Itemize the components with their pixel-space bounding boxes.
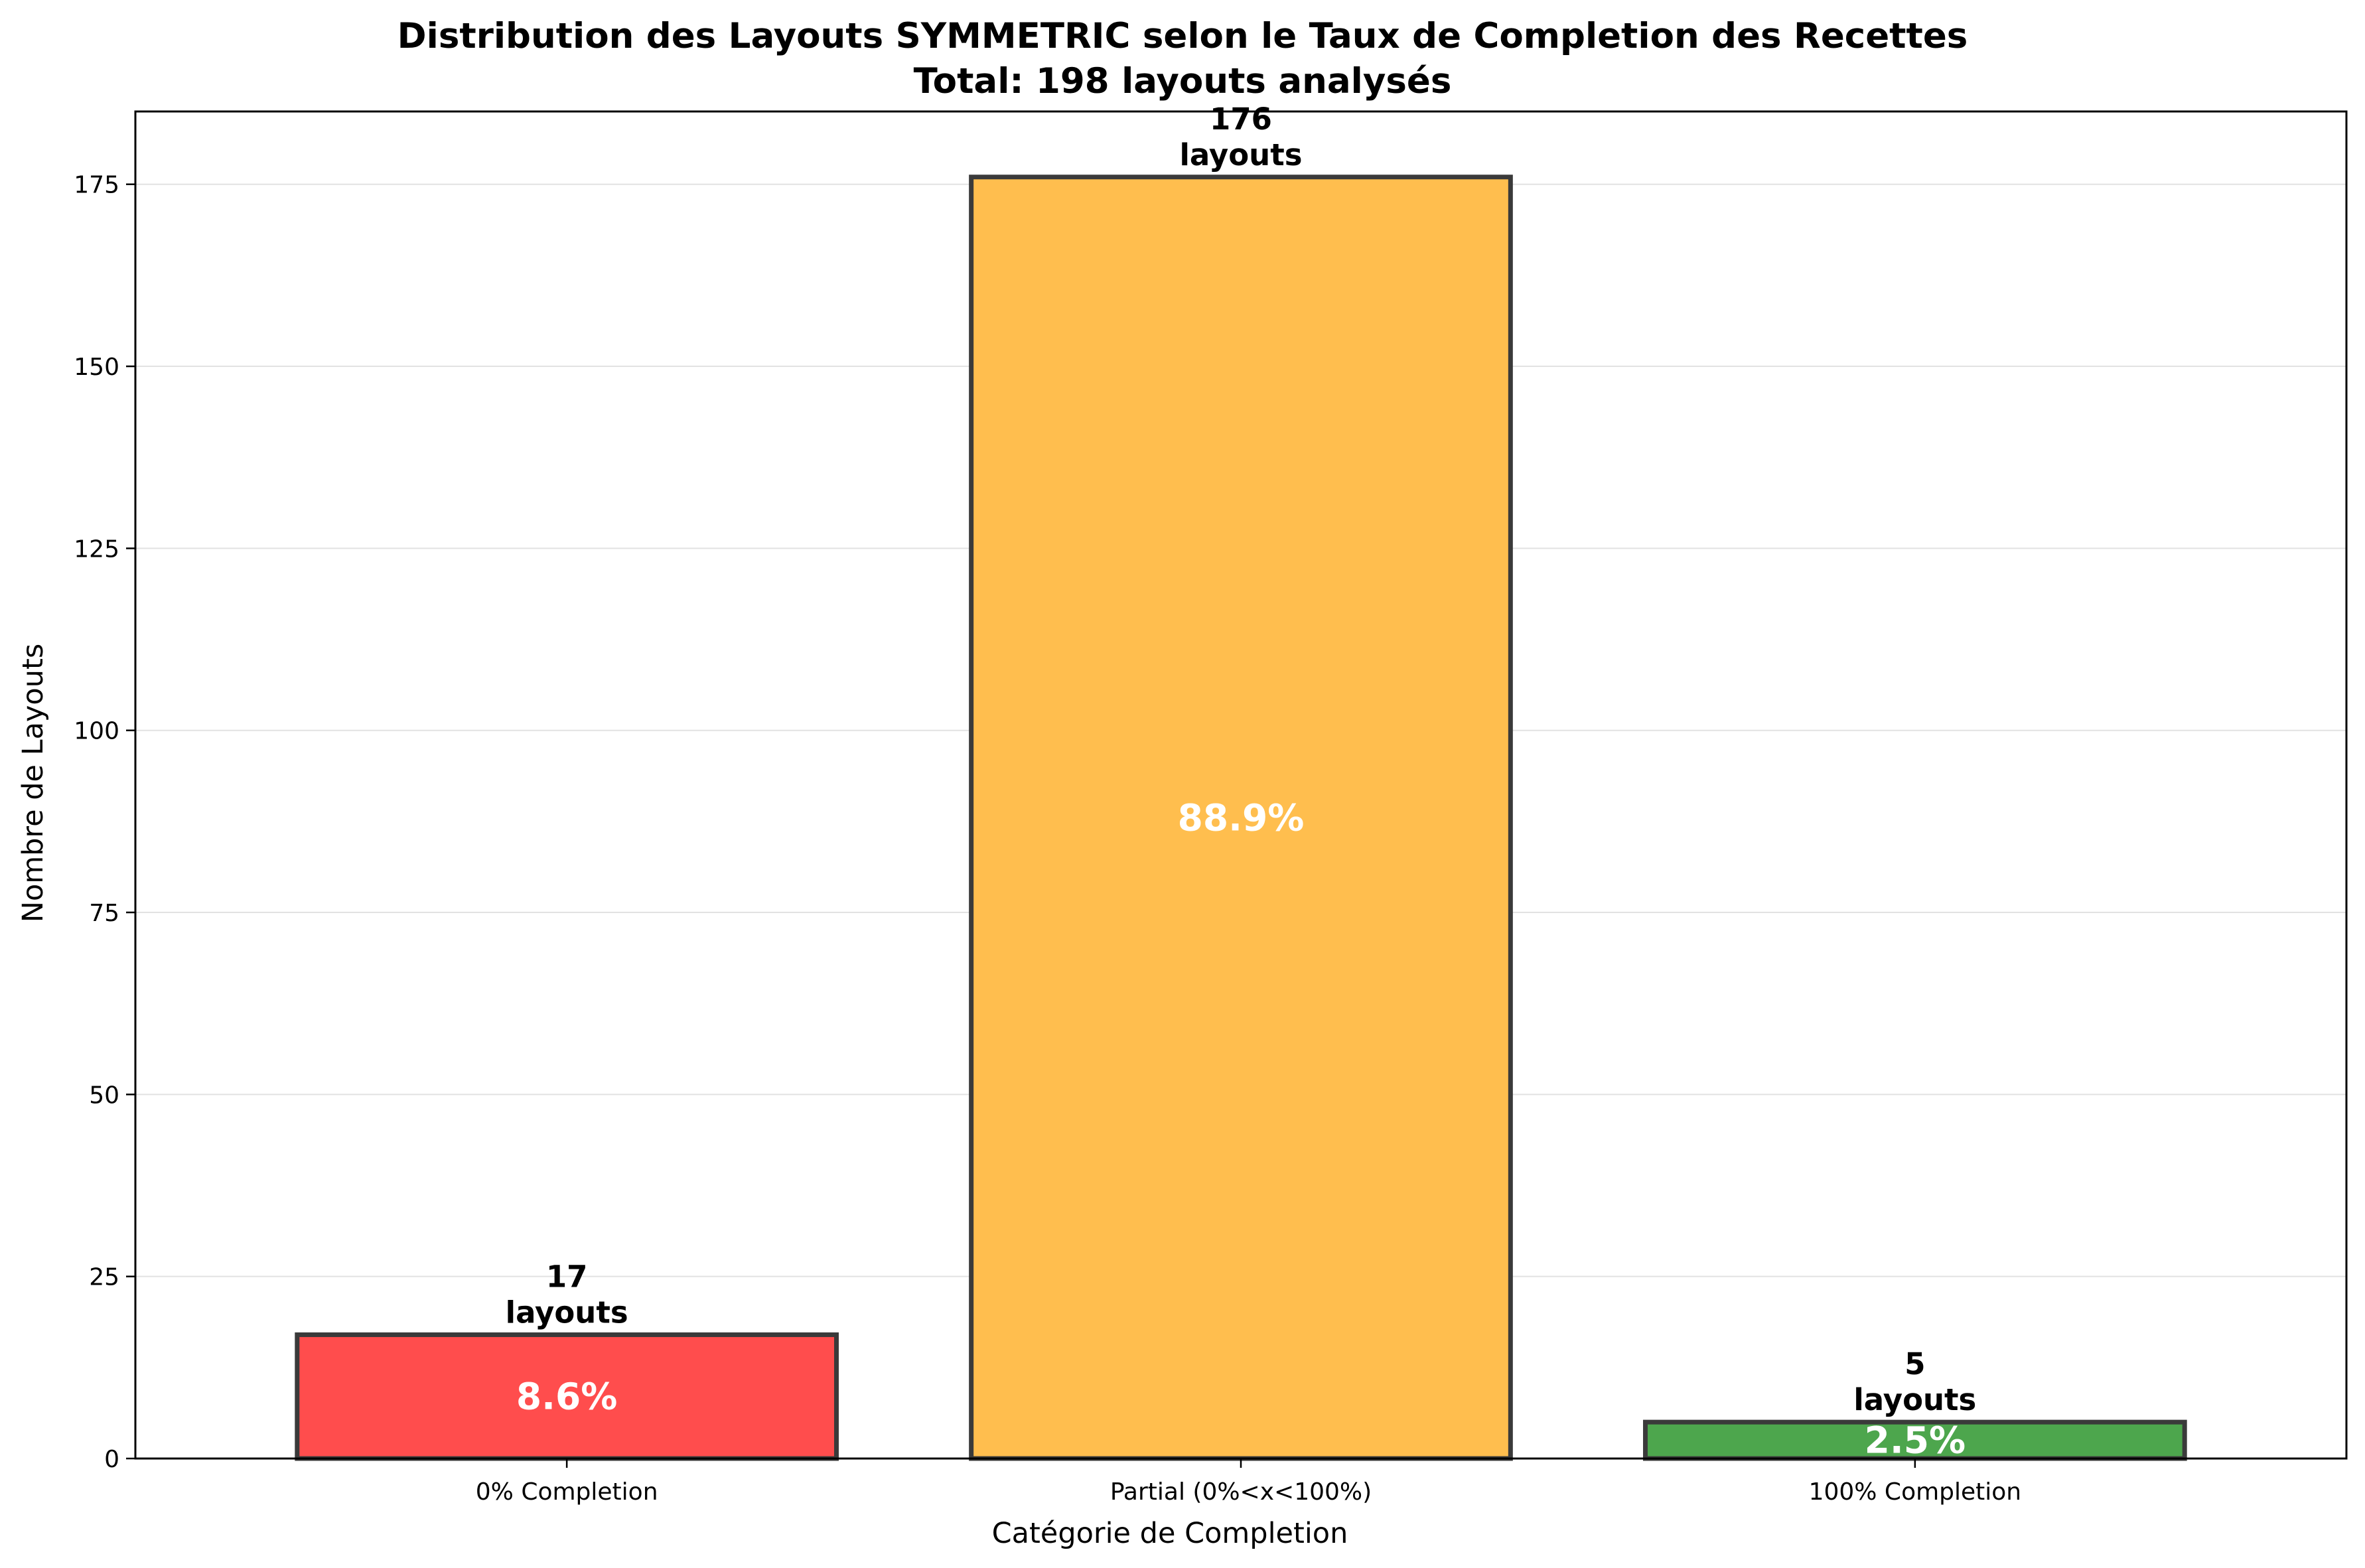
x-tick-label: 100% Completion (1809, 1478, 2022, 1506)
bar (969, 175, 1513, 1461)
bar-percent-label: 2.5% (1865, 1419, 1966, 1462)
y-tick-label: 50 (89, 1082, 119, 1109)
bar-percent-label: 88.9% (1178, 796, 1305, 839)
bar-value-label: 17 (546, 1259, 588, 1294)
y-tick-label: 25 (89, 1264, 119, 1291)
bars (295, 175, 2187, 1461)
x-tick-label: Partial (0%<x<100%) (1110, 1478, 1372, 1506)
y-axis-label: Nombre de Layouts (17, 644, 50, 923)
y-tick-label: 175 (74, 172, 119, 199)
chart-title: Distribution des Layouts SYMMETRIC selon… (397, 16, 1968, 56)
plot-frame (134, 110, 2348, 1460)
x-tick-label: 0% Completion (476, 1478, 658, 1506)
bar-percent-label: 8.6% (516, 1376, 618, 1418)
y-tick-label: 100 (74, 718, 119, 745)
bar-value-label: layouts (1853, 1382, 1976, 1417)
bar-value-label: 5 (1904, 1346, 1925, 1382)
x-axis-label: Catégorie de Completion (992, 1517, 1348, 1550)
y-tick-label: 150 (74, 354, 119, 381)
bar-value-label: 176 (1210, 102, 1272, 137)
bar-value-label: layouts (1180, 137, 1303, 173)
y-tick-label: 125 (74, 535, 119, 563)
chart-subtitle: Total: 198 layouts analysés (914, 61, 1452, 102)
bar (295, 1332, 839, 1461)
y-tick-label: 75 (89, 900, 119, 927)
y-tick-label: 0 (104, 1446, 119, 1473)
bar-value-label: layouts (506, 1295, 628, 1330)
bar (1643, 1419, 2187, 1461)
